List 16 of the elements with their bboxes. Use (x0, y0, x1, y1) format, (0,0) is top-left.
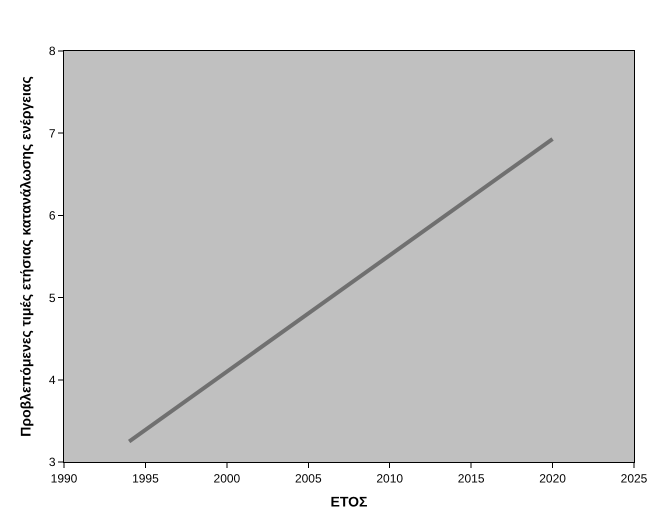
x-tick-label: 2005 (294, 471, 322, 486)
y-tick-label: 3 (48, 455, 56, 470)
x-tick-label: 2010 (376, 471, 404, 486)
y-tick-label: 5 (48, 290, 56, 305)
y-tick-label: 8 (48, 44, 56, 58)
y-tick-label: 4 (48, 373, 56, 387)
x-tick-label: 2015 (458, 471, 485, 486)
y-tick-label: 7 (48, 126, 56, 140)
x-tick-label: 2000 (214, 471, 241, 486)
y-tick-label: 6 (48, 208, 56, 223)
y-axis-title: Προβλεπόμενες τιμές ετήσιας κατανάλωσης ενέργειας (18, 76, 34, 437)
x-tick-label: 1990 (50, 471, 78, 486)
x-tick-label: 2025 (620, 471, 648, 486)
x-axis-title: ΕΤΟΣ (330, 494, 368, 510)
x-tick-label: 1995 (132, 471, 160, 486)
x-tick-label: 2020 (539, 471, 566, 486)
